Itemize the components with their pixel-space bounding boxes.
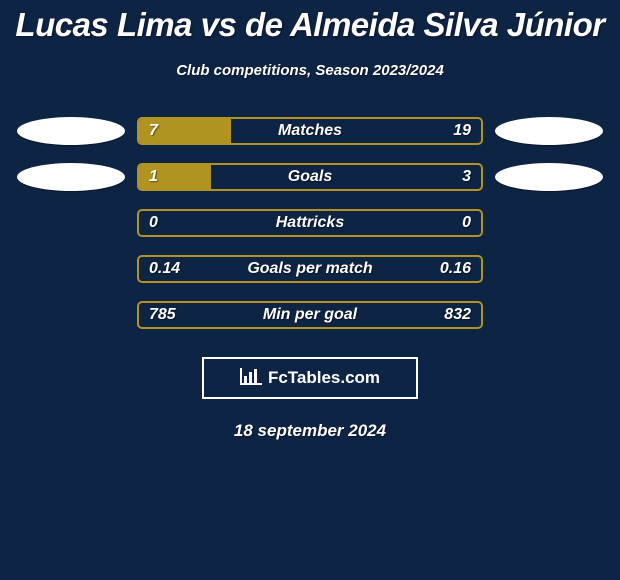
comparison-infographic: Lucas Lima vs de Almeida Silva Júnior Cl… xyxy=(0,0,620,441)
stat-value-left: 0.14 xyxy=(149,257,180,281)
right-player-badge xyxy=(495,163,603,191)
comparison-row: Hattricks0 0 xyxy=(0,209,620,237)
fctables-logo-box: FcTables.com xyxy=(202,357,418,399)
stat-value-right: 19 xyxy=(453,119,471,143)
stat-bar: Goals1 3 xyxy=(137,163,483,191)
left-player-badge xyxy=(17,163,125,191)
stat-value-left: 0 xyxy=(149,211,158,235)
fctables-logo-text: FcTables.com xyxy=(268,368,380,388)
stat-bar: Matches7 19 xyxy=(137,117,483,145)
comparison-row: Goals per match0.14 0.16 xyxy=(0,255,620,283)
comparison-row: Matches7 19 xyxy=(0,117,620,145)
stat-value-right: 0.16 xyxy=(440,257,471,281)
page-title: Lucas Lima vs de Almeida Silva Júnior xyxy=(0,6,620,44)
stat-label: Min per goal xyxy=(139,303,481,327)
comparison-row: Goals1 3 xyxy=(0,163,620,191)
bar-chart-icon xyxy=(240,367,262,390)
left-player-badge xyxy=(17,117,125,145)
comparison-row: Min per goal785 832 xyxy=(0,301,620,329)
stat-label: Goals per match xyxy=(139,257,481,281)
stat-value-right: 832 xyxy=(444,303,471,327)
stat-bar: Hattricks0 0 xyxy=(137,209,483,237)
stat-value-left: 7 xyxy=(149,119,158,143)
stat-bar: Goals per match0.14 0.16 xyxy=(137,255,483,283)
right-player-badge xyxy=(495,117,603,145)
stat-label: Matches xyxy=(139,119,481,143)
stat-label: Hattricks xyxy=(139,211,481,235)
page-subtitle: Club competitions, Season 2023/2024 xyxy=(0,62,620,79)
stat-value-right: 0 xyxy=(462,211,471,235)
stat-value-left: 1 xyxy=(149,165,158,189)
stat-value-left: 785 xyxy=(149,303,176,327)
stat-bar: Min per goal785 832 xyxy=(137,301,483,329)
comparison-rows: Matches7 19 Goals1 3 Hattricks0 0 Goals per ma… xyxy=(0,117,620,329)
date-text: 18 september 2024 xyxy=(0,421,620,441)
stat-value-right: 3 xyxy=(462,165,471,189)
stat-label: Goals xyxy=(139,165,481,189)
